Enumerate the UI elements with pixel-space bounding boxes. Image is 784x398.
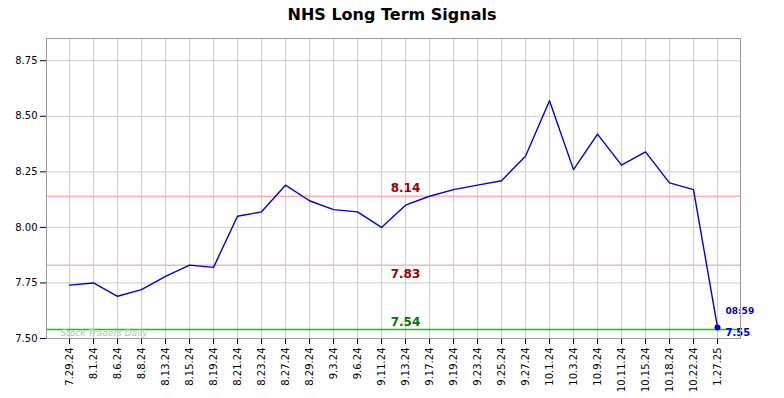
svg-text:10.15.24: 10.15.24	[640, 348, 651, 393]
svg-text:8.19.24: 8.19.24	[208, 348, 219, 386]
svg-text:9.25.24: 9.25.24	[496, 348, 507, 386]
svg-text:9.19.24: 9.19.24	[448, 348, 459, 386]
svg-text:10.3.24: 10.3.24	[568, 348, 579, 386]
svg-text:7.54: 7.54	[391, 315, 421, 329]
svg-text:8.00: 8.00	[15, 222, 37, 233]
svg-text:9.6.24: 9.6.24	[352, 348, 363, 380]
svg-text:8.27.24: 8.27.24	[280, 348, 291, 386]
svg-text:7.50: 7.50	[15, 333, 37, 344]
svg-text:Stock Traders Daily: Stock Traders Daily	[61, 328, 149, 338]
svg-text:8.15.24: 8.15.24	[184, 348, 195, 386]
svg-text:8.6.24: 8.6.24	[112, 348, 123, 380]
svg-text:9.13.24: 9.13.24	[400, 348, 411, 386]
svg-text:9.23.24: 9.23.24	[472, 348, 483, 386]
svg-text:9.27.24: 9.27.24	[520, 348, 531, 386]
svg-text:9.3.24: 9.3.24	[328, 348, 339, 380]
svg-text:8.29.24: 8.29.24	[304, 348, 315, 386]
svg-text:8.13.24: 8.13.24	[160, 348, 171, 386]
svg-text:10.22.24: 10.22.24	[688, 348, 699, 393]
svg-text:9.17.24: 9.17.24	[424, 348, 435, 386]
svg-text:1.27.25: 1.27.25	[712, 348, 723, 386]
svg-text:7.29.24: 7.29.24	[64, 348, 75, 386]
svg-text:8.50: 8.50	[15, 110, 37, 121]
svg-text:10.11.24: 10.11.24	[616, 348, 627, 393]
svg-text:8.23.24: 8.23.24	[256, 348, 267, 386]
svg-text:8.1.24: 8.1.24	[88, 348, 99, 380]
svg-text:8.75: 8.75	[15, 55, 37, 66]
svg-text:9.11.24: 9.11.24	[376, 348, 387, 386]
svg-text:8.21.24: 8.21.24	[232, 348, 243, 386]
svg-text:7.83: 7.83	[391, 267, 421, 281]
svg-text:10.1.24: 10.1.24	[544, 348, 555, 386]
svg-text:7.75: 7.75	[15, 277, 37, 288]
svg-text:10.18.24: 10.18.24	[664, 348, 675, 393]
html-text:NHS Long Term Signals: NHS Long Term Signals	[287, 5, 497, 24]
svg-text:08:59: 08:59	[726, 306, 755, 316]
svg-text:7.55: 7.55	[726, 327, 751, 338]
svg-text:8.8.24: 8.8.24	[136, 348, 147, 380]
svg-text:8.25: 8.25	[15, 166, 37, 177]
svg-text:10.9.24: 10.9.24	[592, 348, 603, 386]
svg-text:8.14: 8.14	[391, 181, 421, 195]
